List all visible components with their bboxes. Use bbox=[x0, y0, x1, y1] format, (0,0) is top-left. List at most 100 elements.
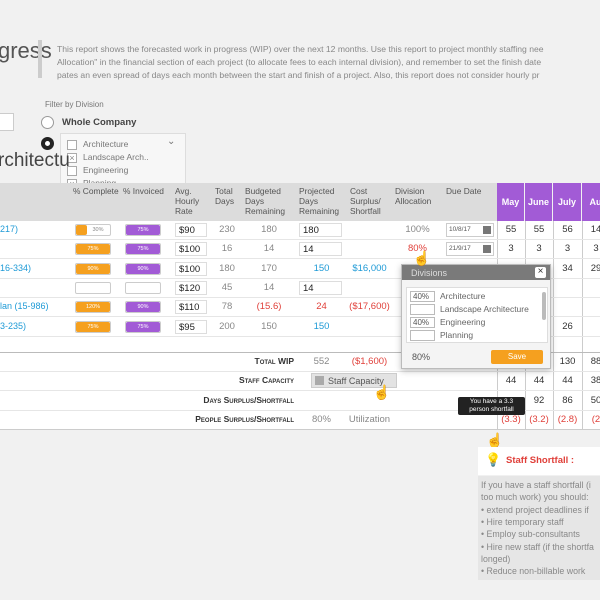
progress-fill bbox=[126, 282, 160, 293]
summary-label: People Surplus/Shortfall bbox=[195, 413, 294, 424]
progress-label: 90% bbox=[137, 265, 149, 272]
progress-fill bbox=[76, 244, 110, 255]
value-input[interactable]: $100 bbox=[175, 242, 207, 257]
row-divider bbox=[0, 277, 600, 279]
shortfall-line: too much work) you should: bbox=[481, 492, 589, 503]
month-header: Au bbox=[582, 183, 600, 221]
radio-selected[interactable] bbox=[41, 137, 54, 150]
column-header: % Invoiced bbox=[123, 186, 164, 196]
warning-icon: 💡 bbox=[485, 452, 502, 467]
project-link[interactable]: 3-235) bbox=[0, 320, 27, 331]
hand-cursor: ☝ bbox=[413, 250, 431, 266]
cell-value: 86 bbox=[562, 394, 573, 406]
shortfall-title: Staff Shortfall : bbox=[506, 455, 575, 466]
dropdown-chevron: ⌄ bbox=[167, 136, 176, 147]
progress-fill bbox=[76, 225, 87, 235]
cell-value: 55 bbox=[533, 224, 545, 235]
checkbox[interactable] bbox=[67, 140, 77, 150]
project-link[interactable]: lan (15-986) bbox=[0, 301, 49, 312]
staff-capacity-button[interactable]: Staff Capacity bbox=[311, 373, 397, 389]
month-header: May bbox=[497, 183, 524, 221]
cell-value: 44 bbox=[505, 375, 517, 387]
cell-value: 14 bbox=[590, 224, 600, 235]
column-header: Avg. Hourly Rate bbox=[175, 186, 200, 216]
shortfall-line: • extend project deadlines if bbox=[481, 504, 589, 515]
search-input[interactable] bbox=[0, 113, 14, 131]
allocation-input[interactable]: 40% bbox=[410, 317, 435, 328]
allocation-input[interactable] bbox=[410, 304, 435, 315]
cell-value: 552 bbox=[313, 356, 330, 367]
column-header: Due Date bbox=[446, 186, 482, 196]
cell-value: 180 bbox=[219, 262, 235, 274]
cell-value: 230 bbox=[219, 224, 235, 235]
progress-fill bbox=[126, 263, 160, 274]
shortfall-body bbox=[478, 476, 600, 580]
division-option: Engineering bbox=[83, 165, 129, 175]
value-input[interactable]: 14 bbox=[299, 280, 342, 295]
value-input[interactable]: 180 bbox=[299, 223, 342, 237]
cell-value: 180 bbox=[261, 224, 277, 235]
row-divider bbox=[0, 296, 600, 298]
project-link[interactable]: 16-334) bbox=[0, 262, 32, 273]
cell-value: 130 bbox=[559, 356, 576, 367]
project-link[interactable]: 217) bbox=[0, 224, 19, 234]
progress-bar bbox=[125, 281, 161, 294]
description-box bbox=[38, 40, 600, 78]
cell-value: 92 bbox=[533, 394, 545, 406]
progress-fill bbox=[76, 302, 110, 313]
cell-value: 16 bbox=[221, 243, 233, 255]
value-input[interactable]: $100 bbox=[175, 261, 207, 276]
tooltip: You have a 3.3 person shortfall bbox=[458, 397, 525, 415]
progress-bar: 120% bbox=[75, 301, 111, 314]
value-input[interactable]: $120 bbox=[175, 280, 207, 295]
section-title: rchitectu bbox=[0, 150, 70, 171]
cell-value: (15.6) bbox=[256, 301, 282, 313]
month-divider bbox=[553, 221, 554, 430]
progress-bar: 75% bbox=[125, 320, 161, 333]
progress-fill bbox=[126, 302, 160, 313]
summary-divider bbox=[0, 371, 600, 372]
date-input[interactable]: 10/8/17 bbox=[446, 223, 494, 237]
value-input[interactable]: $110 bbox=[175, 300, 207, 315]
summary-divider bbox=[0, 390, 600, 392]
save-button[interactable]: Save bbox=[491, 350, 543, 364]
checkbox[interactable] bbox=[67, 166, 77, 176]
hand-cursor: ☝ bbox=[373, 384, 391, 400]
date-input[interactable]: 21/9/17 bbox=[446, 242, 494, 257]
progress-fill bbox=[126, 321, 160, 332]
cell-value: 3 bbox=[564, 243, 571, 255]
table-bottom bbox=[0, 429, 600, 430]
progress-fill bbox=[76, 321, 110, 332]
progress-bar: 75% bbox=[75, 243, 111, 256]
cell-value: 55 bbox=[505, 224, 517, 235]
shortfall-line: longed) bbox=[481, 553, 511, 564]
cell-value: 80% bbox=[407, 243, 427, 255]
allocation-input[interactable] bbox=[410, 330, 435, 341]
cell-value: 14 bbox=[263, 243, 275, 255]
shortfall-line: • Hire new staff (if the shortfa bbox=[481, 541, 594, 552]
divisions-popup: Divisions × 40% Architecture Landscape Archi… bbox=[401, 264, 551, 369]
row-divider bbox=[0, 316, 600, 318]
person-icon bbox=[315, 376, 324, 386]
value-input[interactable]: $90 bbox=[175, 223, 207, 237]
progress-bar: 90% bbox=[125, 262, 161, 275]
cell-value: 150 bbox=[261, 320, 277, 332]
checkbox[interactable]: × bbox=[67, 153, 77, 163]
column-header: Projected Days Remaining bbox=[299, 186, 340, 216]
progress-label: 120% bbox=[85, 304, 101, 311]
progress-fill bbox=[76, 263, 110, 274]
cell-value: 34 bbox=[562, 262, 573, 274]
row-divider bbox=[0, 239, 600, 240]
value-input[interactable]: 14 bbox=[299, 242, 342, 257]
radio[interactable] bbox=[41, 116, 54, 129]
value-input[interactable]: $95 bbox=[175, 319, 207, 334]
progress-bar: 75% bbox=[125, 224, 161, 236]
cell-value: 100% bbox=[405, 224, 430, 235]
allocation-input[interactable]: 40% bbox=[410, 291, 435, 302]
popup-close[interactable]: × bbox=[535, 267, 546, 278]
progress-label: 30% bbox=[92, 227, 104, 233]
progress-fill bbox=[126, 225, 160, 235]
cell-value: 14 bbox=[263, 281, 275, 293]
division-option: Architecture bbox=[83, 139, 129, 149]
